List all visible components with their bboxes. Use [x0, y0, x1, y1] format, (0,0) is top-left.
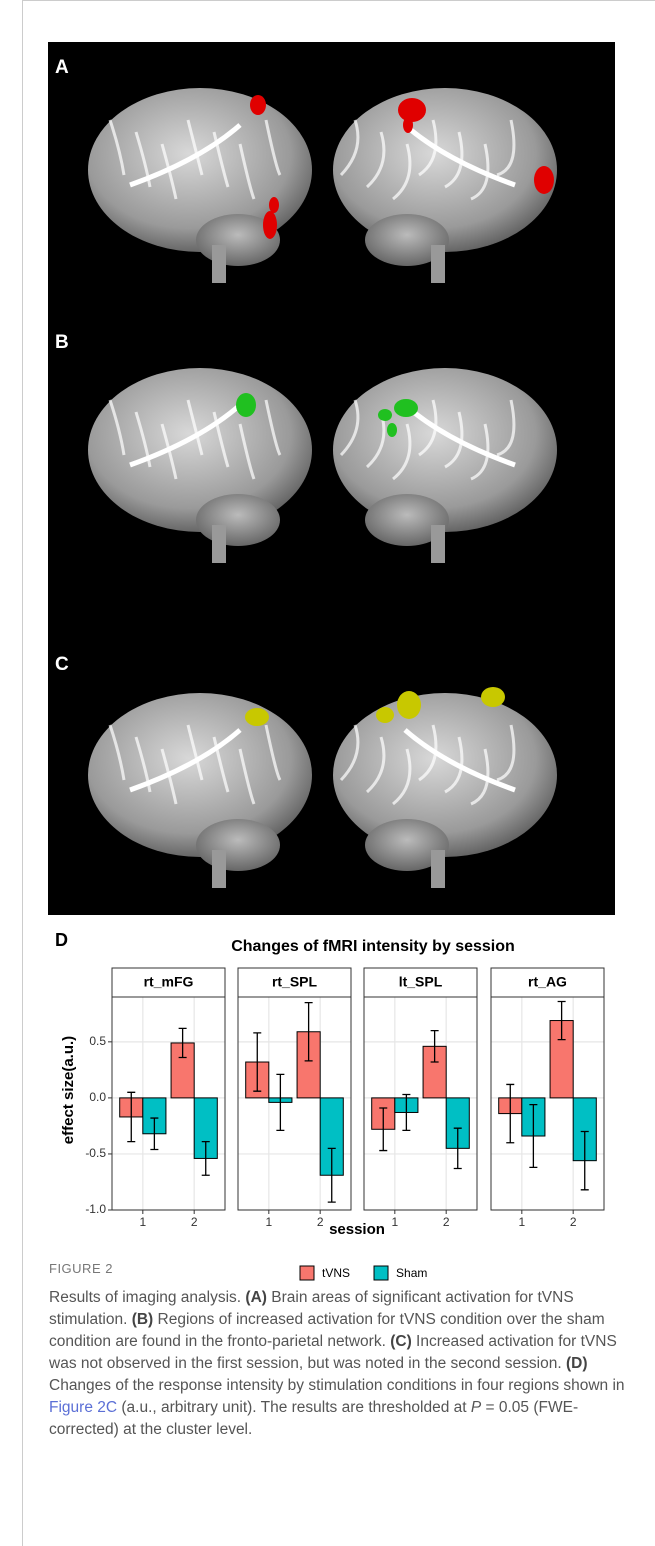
legend-swatch — [300, 1266, 314, 1280]
caption-panel-ref: (C) — [390, 1333, 412, 1350]
brainstem — [212, 245, 226, 283]
strip-label: lt_SPL — [399, 974, 443, 990]
activation-cluster — [481, 687, 505, 707]
brain-hemisphere — [333, 88, 557, 252]
brainstem — [212, 525, 226, 563]
x-tick-label: 1 — [139, 1215, 146, 1229]
x-tick-label: 2 — [317, 1215, 324, 1229]
x-tick-label: 2 — [443, 1215, 450, 1229]
y-tick-label: -1.0 — [85, 1202, 106, 1216]
y-tick-label: 0.0 — [89, 1090, 106, 1104]
caption-text: Changes of the response intensity by sti… — [49, 1377, 625, 1394]
y-axis-label: effect size(a.u.) — [60, 1036, 77, 1144]
activation-cluster — [263, 211, 277, 239]
caption-panel-ref: (B) — [132, 1311, 154, 1328]
activation-cluster — [236, 393, 256, 417]
activation-cluster — [398, 98, 426, 122]
caption-text: Results of imaging analysis. — [49, 1289, 245, 1306]
strip-label: rt_SPL — [272, 974, 318, 990]
caption-panel-ref: (D) — [566, 1355, 588, 1372]
activation-cluster — [250, 95, 266, 115]
caption-text: (a.u., arbitrary unit). The results are … — [117, 1399, 471, 1416]
y-tick-label: 0.5 — [89, 1034, 106, 1048]
legend-label: Sham — [396, 1266, 427, 1280]
activation-cluster — [387, 423, 397, 437]
x-tick-label: 2 — [570, 1215, 577, 1229]
panel-label: D — [55, 930, 68, 950]
x-tick-label: 2 — [191, 1215, 198, 1229]
strip-label: rt_mFG — [144, 974, 194, 990]
brainstem — [431, 850, 445, 888]
x-axis-label: session — [329, 1221, 385, 1238]
x-tick-label: 1 — [391, 1215, 398, 1229]
caption-text: P — [471, 1399, 481, 1416]
page: A B C D Changes of fMRI intensity by ses… — [22, 0, 655, 1546]
brainstem — [431, 245, 445, 283]
brainstem — [212, 850, 226, 888]
legend-label: tVNS — [322, 1266, 350, 1280]
activation-cluster — [245, 708, 269, 726]
activation-cluster — [403, 117, 413, 133]
figure-link[interactable]: Figure 2C — [49, 1399, 117, 1416]
figure-caption: Results of imaging analysis. (A) Brain a… — [49, 1287, 644, 1441]
chart-title: Changes of fMRI intensity by session — [231, 938, 515, 955]
legend-swatch — [374, 1266, 388, 1280]
activation-cluster — [394, 399, 418, 417]
activation-cluster — [269, 197, 279, 213]
strip-label: rt_AG — [528, 974, 567, 990]
x-tick-label: 1 — [265, 1215, 272, 1229]
caption-panel-ref: (A) — [245, 1289, 267, 1306]
figure-label: FIGURE 2 — [49, 1261, 113, 1276]
activation-cluster — [534, 166, 554, 194]
cerebellum — [196, 819, 280, 871]
y-tick-label: -0.5 — [85, 1146, 106, 1160]
activation-cluster — [378, 409, 392, 421]
cerebellum — [196, 494, 280, 546]
brain-hemisphere — [333, 368, 557, 532]
activation-cluster — [397, 691, 421, 719]
panel-label: A — [55, 57, 69, 78]
panel-label: B — [55, 332, 69, 353]
panel-label: C — [55, 654, 69, 675]
x-tick-label: 1 — [518, 1215, 525, 1229]
brainstem — [431, 525, 445, 563]
brain-hemisphere — [333, 693, 557, 857]
activation-cluster — [376, 707, 394, 723]
